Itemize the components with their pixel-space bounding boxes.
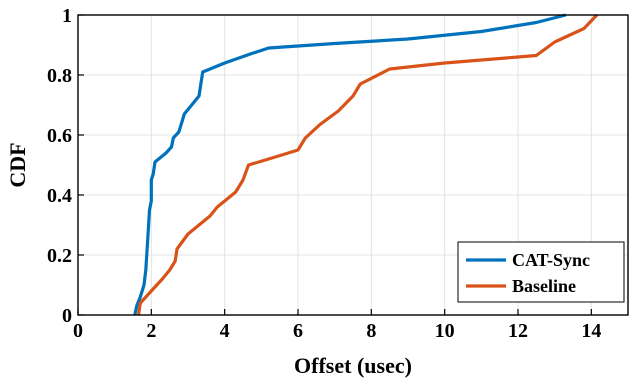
legend-box	[457, 241, 625, 303]
x-tick-label: 0	[73, 320, 83, 342]
x-tick-label: 10	[435, 320, 455, 342]
x-tick-label: 6	[293, 320, 303, 342]
series-lines	[133, 13, 598, 316]
y-tick-label: 0.2	[47, 245, 72, 267]
y-axis-label: CDF	[5, 142, 30, 187]
x-axis-label: Offset (usec)	[294, 353, 412, 378]
y-tick-label: 1	[62, 5, 72, 27]
axis-ticks: 0 2 4 6 8 10 12 14 0 0.2 0.4 0.6 0.8 1	[47, 5, 601, 342]
series-line-baseline	[136, 13, 598, 316]
x-tick-label: 14	[581, 320, 601, 342]
y-tick-label: 0.4	[47, 185, 72, 207]
legend-label: Baseline	[512, 276, 576, 296]
plot-frame	[77, 14, 629, 316]
series-line-cat-sync	[133, 13, 567, 316]
x-tick-label: 4	[220, 320, 230, 342]
x-tick-label: 2	[146, 320, 156, 342]
y-tick-label: 0.6	[47, 125, 72, 147]
legend-label: CAT-Sync	[512, 250, 590, 270]
y-tick-label: 0.8	[47, 65, 72, 87]
legend: CAT-Sync Baseline	[457, 241, 625, 303]
x-tick-label: 8	[366, 320, 376, 342]
y-tick-label: 0	[62, 305, 72, 327]
x-tick-label: 12	[508, 320, 528, 342]
